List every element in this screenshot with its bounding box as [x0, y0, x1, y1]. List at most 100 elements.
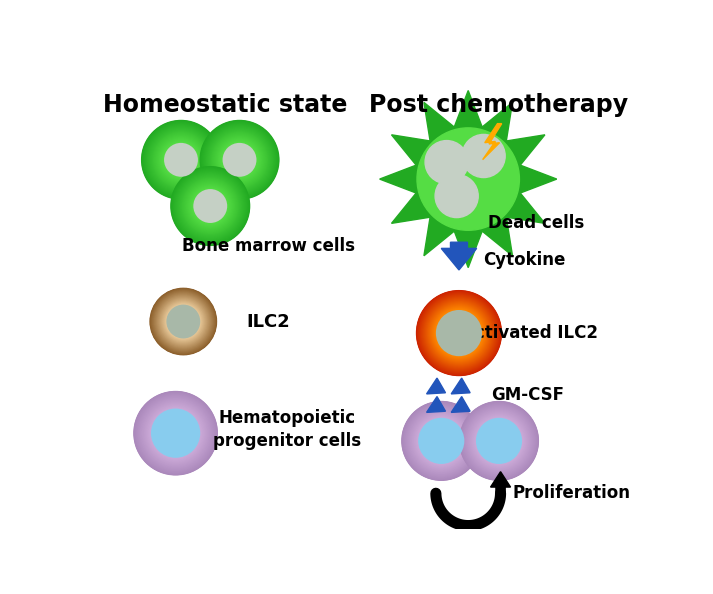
Circle shape	[150, 287, 217, 355]
Circle shape	[404, 404, 478, 478]
Circle shape	[201, 121, 278, 198]
Circle shape	[158, 295, 210, 347]
Circle shape	[409, 409, 473, 473]
Circle shape	[138, 395, 213, 471]
Circle shape	[145, 124, 217, 196]
Circle shape	[173, 169, 247, 243]
Circle shape	[139, 396, 212, 470]
Circle shape	[183, 178, 238, 233]
Circle shape	[403, 403, 479, 479]
Circle shape	[188, 183, 233, 229]
Circle shape	[158, 296, 209, 347]
Circle shape	[429, 302, 490, 364]
Circle shape	[416, 415, 467, 466]
Circle shape	[162, 141, 200, 179]
Circle shape	[165, 303, 202, 340]
Circle shape	[154, 133, 207, 187]
Circle shape	[153, 132, 209, 187]
Circle shape	[423, 296, 496, 369]
Circle shape	[466, 407, 533, 475]
Circle shape	[163, 142, 199, 178]
Circle shape	[420, 294, 498, 372]
Circle shape	[413, 412, 470, 470]
Circle shape	[215, 136, 263, 184]
Circle shape	[206, 127, 273, 194]
Circle shape	[428, 302, 490, 364]
Circle shape	[406, 406, 476, 476]
Circle shape	[461, 403, 537, 479]
Circle shape	[476, 417, 523, 465]
Circle shape	[140, 397, 212, 469]
Circle shape	[153, 291, 214, 352]
Circle shape	[148, 405, 203, 461]
Circle shape	[430, 304, 488, 362]
Circle shape	[151, 290, 215, 353]
Circle shape	[150, 288, 217, 355]
Circle shape	[476, 418, 523, 465]
Circle shape	[163, 143, 198, 177]
Circle shape	[212, 132, 267, 187]
Circle shape	[155, 135, 206, 185]
Circle shape	[466, 409, 531, 473]
Circle shape	[208, 128, 271, 191]
Circle shape	[421, 295, 498, 371]
Circle shape	[468, 410, 530, 471]
Circle shape	[418, 418, 464, 464]
Circle shape	[406, 405, 477, 476]
Circle shape	[151, 130, 211, 189]
Circle shape	[475, 417, 523, 465]
Circle shape	[217, 137, 262, 183]
Circle shape	[435, 175, 478, 217]
Circle shape	[213, 133, 266, 187]
Circle shape	[402, 402, 481, 480]
Text: Dead cells: Dead cells	[488, 214, 584, 232]
Circle shape	[190, 185, 231, 227]
Circle shape	[144, 402, 207, 465]
Circle shape	[218, 138, 261, 181]
Circle shape	[143, 122, 219, 198]
Circle shape	[159, 138, 203, 182]
FancyArrow shape	[491, 472, 511, 493]
Circle shape	[210, 131, 269, 189]
Circle shape	[434, 308, 483, 358]
Circle shape	[140, 398, 211, 469]
Polygon shape	[426, 397, 446, 412]
Circle shape	[140, 398, 210, 468]
Circle shape	[176, 172, 245, 241]
Circle shape	[475, 416, 523, 465]
Circle shape	[416, 416, 466, 466]
Circle shape	[473, 416, 524, 466]
Circle shape	[149, 128, 213, 192]
Circle shape	[408, 407, 475, 475]
Circle shape	[474, 416, 523, 465]
Circle shape	[143, 121, 220, 198]
Circle shape	[414, 413, 468, 468]
Circle shape	[139, 397, 212, 470]
Circle shape	[148, 406, 203, 460]
Circle shape	[177, 172, 244, 239]
Circle shape	[184, 179, 237, 233]
Circle shape	[429, 304, 488, 362]
Circle shape	[205, 125, 275, 195]
Circle shape	[192, 188, 229, 225]
Circle shape	[158, 137, 203, 182]
Circle shape	[423, 297, 495, 369]
Circle shape	[403, 402, 480, 479]
Circle shape	[155, 134, 207, 185]
Circle shape	[143, 400, 208, 466]
Circle shape	[467, 409, 531, 473]
Circle shape	[213, 134, 266, 186]
Circle shape	[138, 396, 212, 470]
Circle shape	[186, 182, 235, 230]
Circle shape	[136, 394, 215, 473]
Circle shape	[142, 121, 220, 199]
Circle shape	[427, 301, 491, 365]
Circle shape	[429, 302, 489, 364]
Circle shape	[460, 402, 538, 480]
Circle shape	[202, 122, 277, 197]
Circle shape	[183, 179, 237, 233]
Circle shape	[473, 415, 525, 466]
Circle shape	[160, 138, 202, 181]
Circle shape	[163, 301, 205, 343]
Circle shape	[150, 407, 202, 459]
